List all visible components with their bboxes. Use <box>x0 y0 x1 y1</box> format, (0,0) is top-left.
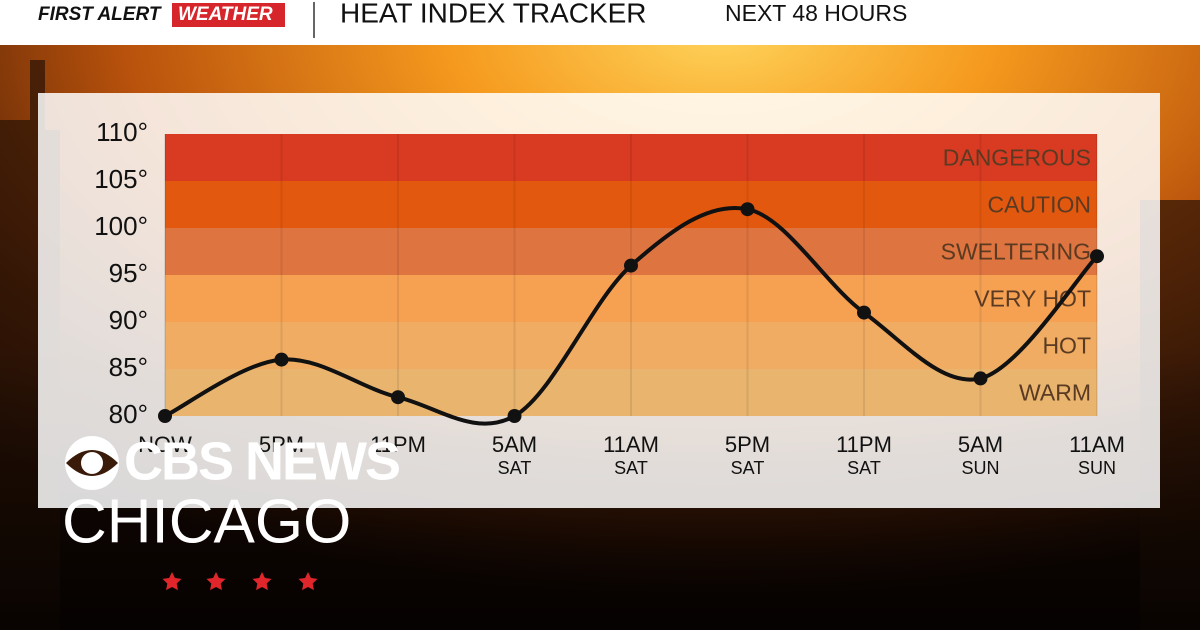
y-tick-label: 100° <box>94 211 148 241</box>
x-tick-sublabel: SAT <box>498 458 532 478</box>
chart-title: HEAT INDEX TRACKER <box>340 0 647 28</box>
logo-text: CBS NEWS <box>124 431 399 491</box>
y-tick-label: 85° <box>109 352 148 382</box>
star <box>298 572 318 591</box>
band <box>165 134 1097 181</box>
band <box>165 369 1097 416</box>
x-tick-sublabel: SAT <box>847 458 881 478</box>
x-tick-label: 11AM <box>603 432 659 457</box>
x-tick-sublabel: SUN <box>961 458 999 478</box>
y-tick-label: 95° <box>109 258 148 288</box>
chart-subtitle: NEXT 48 HOURS <box>725 0 907 26</box>
brand: WEATHER <box>178 4 273 25</box>
x-tick-label: 11PM <box>836 432 892 457</box>
logo-text: CHICAGO <box>62 487 351 556</box>
plot: WARM HOT VERY HOT SWELTERING CAUTION DANGEROU… <box>94 117 1125 478</box>
band-label: SWELTERING <box>941 239 1091 265</box>
point <box>158 409 172 423</box>
band-label: VERY HOT <box>974 286 1091 312</box>
star <box>206 572 226 591</box>
point <box>740 202 755 217</box>
brand: FIRST ALERT <box>38 4 162 25</box>
star <box>252 572 272 591</box>
point <box>857 305 871 320</box>
x-tick-label: 11PM <box>370 432 426 457</box>
x-tick-label: 11AM <box>1069 432 1125 457</box>
y-tick-label: 90° <box>109 305 148 335</box>
band <box>165 275 1097 322</box>
y-tick-label: 105° <box>94 164 148 194</box>
x-tick-label: 5AM <box>958 432 1003 457</box>
band-label: DANGEROUS <box>943 145 1091 171</box>
x-tick-sublabel: SAT <box>731 458 765 478</box>
band-label: WARM <box>1019 380 1091 406</box>
y-tick-label: 110° <box>96 117 148 147</box>
x-tick-sublabel: SAT <box>614 458 648 478</box>
point <box>973 371 988 386</box>
logo-eye <box>81 452 103 474</box>
x-tick-sublabel: SUN <box>1078 458 1116 478</box>
band <box>165 322 1097 369</box>
point <box>274 352 289 367</box>
x-tick-label: 5AM <box>492 432 537 457</box>
y-tick-label: 80° <box>109 399 148 429</box>
point <box>507 409 522 423</box>
x-tick-label: NOW <box>138 432 192 457</box>
band <box>165 181 1097 228</box>
stars <box>162 572 318 591</box>
logo: CBS NEWS CHICAGO <box>62 431 401 591</box>
star <box>162 572 182 591</box>
point <box>391 390 405 405</box>
band-label: CAUTION <box>988 192 1092 218</box>
point <box>624 258 638 273</box>
x-tick-label: 5PM <box>725 432 770 457</box>
brand-box <box>172 3 285 27</box>
band-label: HOT <box>1042 333 1091 359</box>
point <box>1090 249 1104 264</box>
x-tick-label: 5PM <box>259 432 304 457</box>
